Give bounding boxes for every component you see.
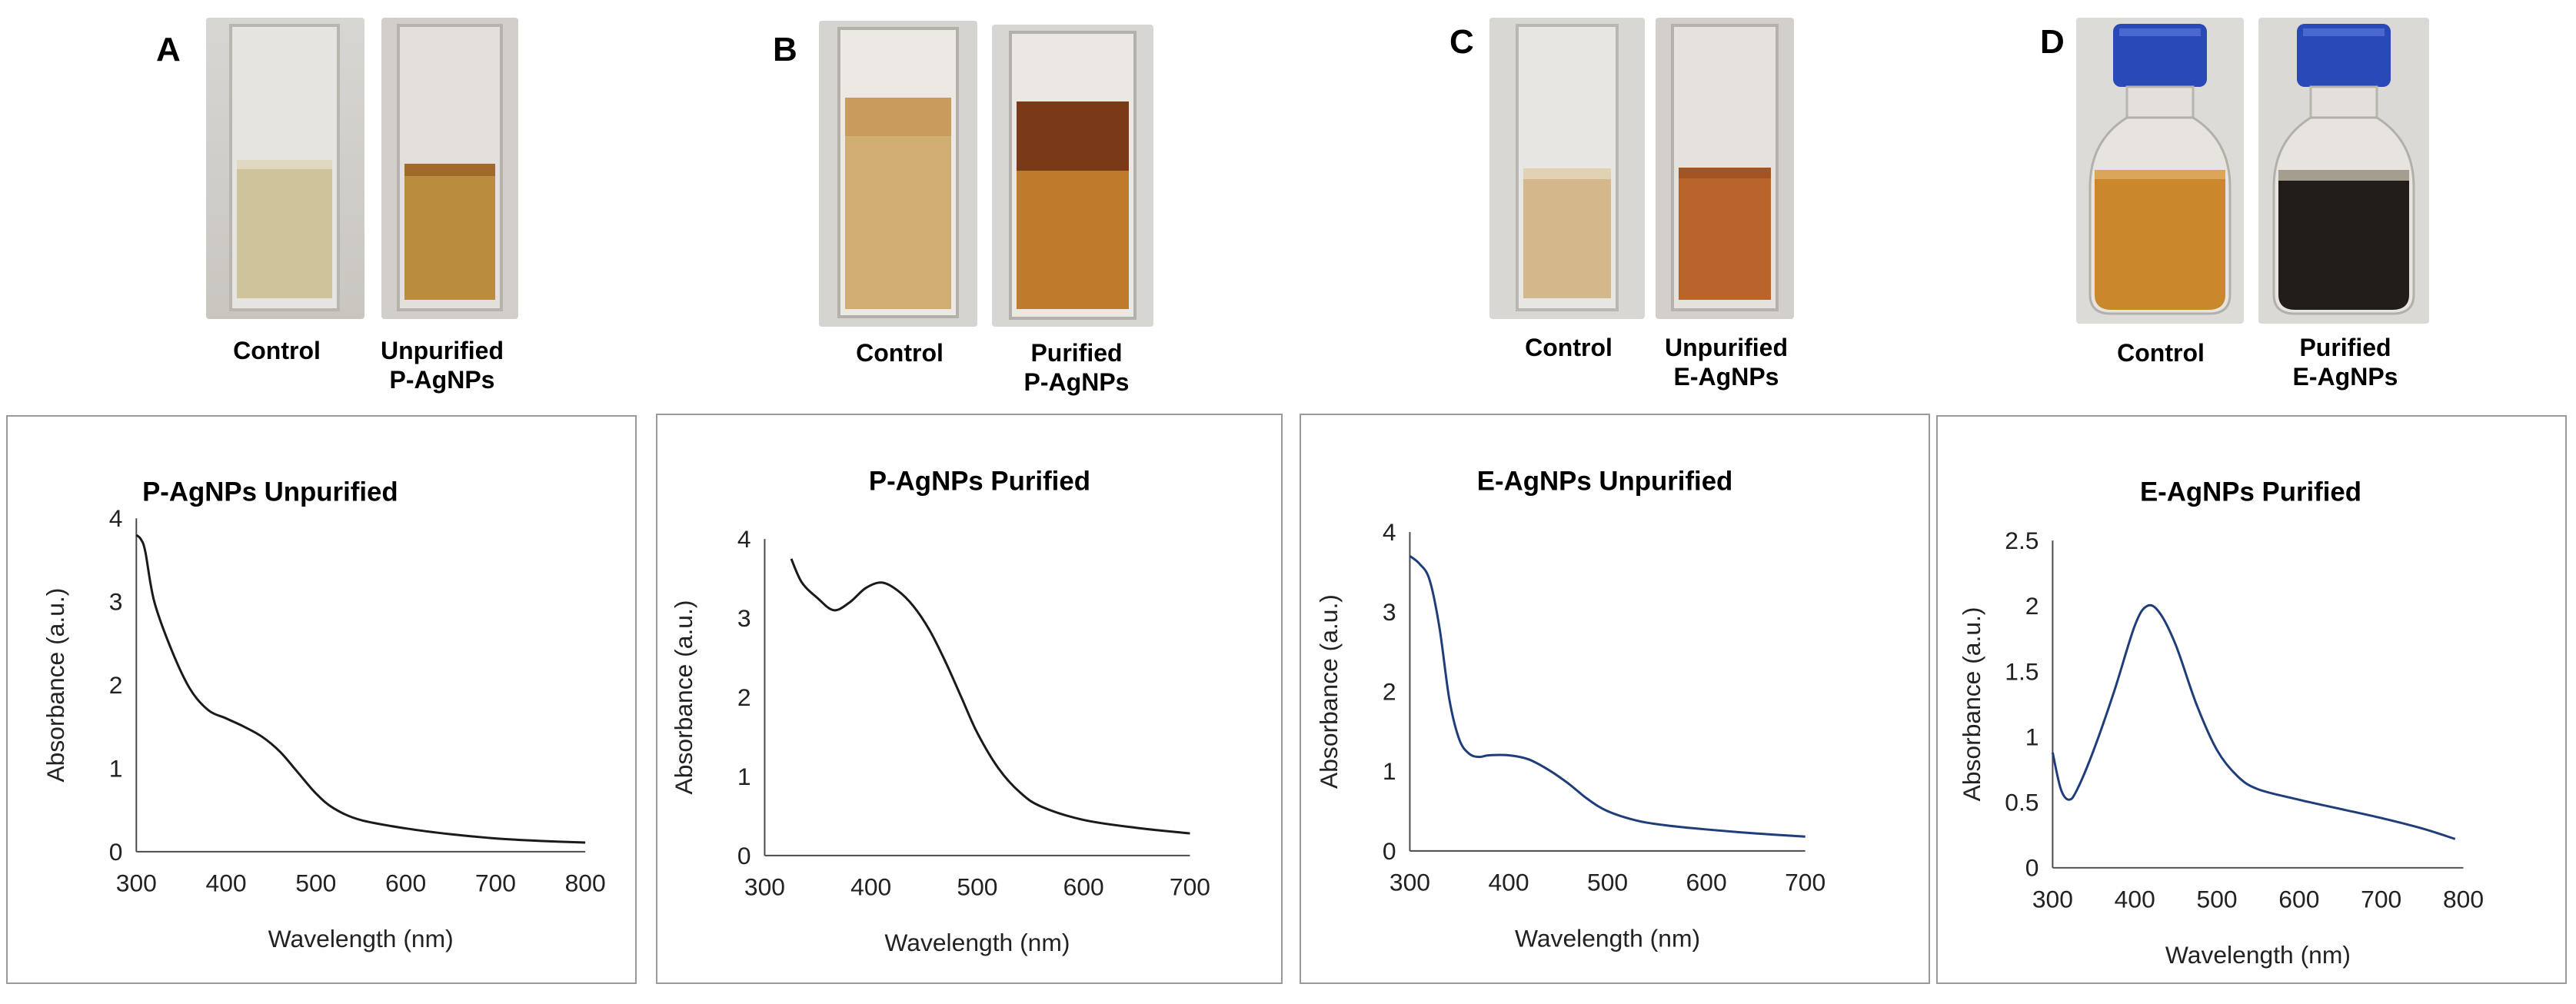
x-tick-label: 500 bbox=[957, 873, 997, 901]
x-tick-label: 600 bbox=[1063, 873, 1104, 901]
chart-svg-a: P-AgNPs Unpurified 0 1 2 3 4 300 400 500 600 700 80… bbox=[42, 477, 606, 952]
y-tick-label: 1.5 bbox=[2005, 657, 2039, 685]
caption-a-control: Control bbox=[192, 336, 361, 365]
chart-panel-a: P-AgNPs Unpurified 0 1 2 3 4 300 400 500 600 700 80… bbox=[6, 415, 637, 984]
x-tick-label: 500 bbox=[295, 869, 336, 897]
y-tick-label: 1 bbox=[737, 763, 751, 790]
series-line bbox=[2051, 603, 2456, 840]
caption-line: E-AgNPs bbox=[2292, 363, 2398, 391]
chart-title: P-AgNPs Purified bbox=[869, 466, 1090, 496]
x-tick-label: 300 bbox=[2032, 886, 2073, 913]
chart-title: P-AgNPs Unpurified bbox=[142, 477, 398, 507]
x-tick-label: 700 bbox=[2361, 886, 2401, 913]
panel-letter-a: A bbox=[156, 31, 181, 68]
photo-bottle-d-control bbox=[2076, 18, 2244, 324]
x-tick-label: 400 bbox=[1488, 869, 1529, 896]
x-tick-label: 700 bbox=[1785, 869, 1825, 896]
chart-svg-d: E-AgNPs Purified 0 0.5 1 1.5 2 2.5 300 400 500 600… bbox=[1958, 477, 2484, 969]
y-tick-label: 2 bbox=[2025, 592, 2039, 620]
y-tick-label: 1 bbox=[1383, 757, 1396, 785]
x-tick-label: 400 bbox=[850, 873, 891, 901]
x-tick-label: 600 bbox=[385, 869, 426, 897]
chart-panel-b: P-AgNPs Purified 0 1 2 3 4 300 400 500 600 700 Wave… bbox=[656, 414, 1283, 984]
caption-line: Purified bbox=[2299, 334, 2391, 361]
caption-line: Control bbox=[2117, 339, 2205, 367]
y-tick-label: 3 bbox=[1383, 598, 1396, 626]
photo-cuvette-a-unpurified bbox=[381, 18, 518, 319]
caption-line: P-AgNPs bbox=[389, 366, 495, 394]
y-tick-label: 4 bbox=[737, 525, 751, 553]
caption-line: Unpurified bbox=[1665, 334, 1788, 361]
x-tick-label: 800 bbox=[2443, 886, 2484, 913]
y-tick-label: 1 bbox=[109, 754, 123, 782]
x-tick-label: 300 bbox=[1390, 869, 1430, 896]
x-tick-label: 600 bbox=[2278, 886, 2319, 913]
x-tick-label: 700 bbox=[1170, 873, 1210, 901]
x-tick-label: 700 bbox=[475, 869, 516, 897]
series-line bbox=[135, 534, 586, 844]
chart-title: E-AgNPs Unpurified bbox=[1477, 466, 1733, 496]
photo-cuvette-b-control bbox=[819, 21, 977, 327]
caption-b-control: Control bbox=[815, 338, 984, 367]
caption-line: Control bbox=[233, 337, 321, 364]
caption-line: P-AgNPs bbox=[1023, 368, 1130, 396]
y-axis-label: Absorbance (a.u.) bbox=[670, 600, 697, 795]
y-tick-label: 4 bbox=[1383, 518, 1396, 546]
y-axis-label: Absorbance (a.u.) bbox=[42, 588, 69, 783]
panel-letter-d: D bbox=[2040, 23, 2065, 61]
photo-cuvette-a-control bbox=[206, 18, 364, 319]
x-tick-label: 800 bbox=[565, 869, 606, 897]
chart-svg-b: P-AgNPs Purified 0 1 2 3 4 300 400 500 600 700 Wave… bbox=[670, 466, 1210, 956]
x-tick-label: 300 bbox=[116, 869, 157, 897]
caption-b-purified: Purified P-AgNPs bbox=[984, 338, 1169, 397]
x-tick-label: 500 bbox=[2197, 886, 2238, 913]
chart-panel-d: E-AgNPs Purified 0 0.5 1 1.5 2 2.5 300 400 500 600… bbox=[1936, 415, 2567, 984]
caption-c-control: Control bbox=[1484, 333, 1653, 362]
photo-bottle-d-purified bbox=[2258, 18, 2429, 324]
x-tick-label: 400 bbox=[206, 869, 247, 897]
y-tick-label: 3 bbox=[109, 588, 123, 616]
y-tick-label: 4 bbox=[109, 504, 123, 532]
x-tick-label: 500 bbox=[1587, 869, 1628, 896]
y-tick-label: 2 bbox=[1383, 677, 1396, 705]
series-line bbox=[790, 558, 1190, 835]
caption-line: Purified bbox=[1030, 339, 1123, 367]
y-tick-label: 3 bbox=[737, 604, 751, 632]
y-tick-label: 2 bbox=[737, 683, 751, 711]
y-tick-label: 0 bbox=[737, 842, 751, 869]
x-tick-label: 300 bbox=[744, 873, 785, 901]
caption-c-unpurified: Unpurified E-AgNPs bbox=[1634, 333, 1819, 391]
chart-title: E-AgNPs Purified bbox=[2140, 477, 2361, 507]
series-line bbox=[1409, 555, 1806, 838]
y-axis-label: Absorbance (a.u.) bbox=[1958, 607, 1985, 802]
chart-panel-c: E-AgNPs Unpurified 0 1 2 3 4 300 400 500 600 700 Wa… bbox=[1300, 414, 1930, 984]
x-axis-label: Wavelength (nm) bbox=[1515, 924, 1700, 952]
caption-line: Unpurified bbox=[381, 337, 504, 364]
caption-d-purified: Purified E-AgNPs bbox=[2253, 333, 2438, 391]
y-tick-label: 0 bbox=[1383, 837, 1396, 865]
y-tick-label: 0.5 bbox=[2005, 789, 2039, 816]
y-tick-label: 1 bbox=[2025, 723, 2039, 750]
chart-svg-c: E-AgNPs Unpurified 0 1 2 3 4 300 400 500 600 700 Wa… bbox=[1315, 466, 1825, 952]
y-tick-label: 2 bbox=[109, 671, 123, 699]
caption-line: Control bbox=[1525, 334, 1612, 361]
y-tick-label: 2.5 bbox=[2005, 527, 2039, 554]
x-axis-label: Wavelength (nm) bbox=[2165, 941, 2351, 969]
caption-line: Control bbox=[856, 339, 944, 367]
x-tick-label: 400 bbox=[2115, 886, 2155, 913]
photo-cuvette-c-control bbox=[1489, 18, 1645, 319]
x-axis-label: Wavelength (nm) bbox=[884, 929, 1070, 956]
photo-cuvette-b-purified bbox=[992, 25, 1153, 327]
y-axis-label: Absorbance (a.u.) bbox=[1315, 594, 1343, 789]
caption-d-control: Control bbox=[2076, 338, 2245, 367]
x-tick-label: 600 bbox=[1686, 869, 1727, 896]
caption-a-unpurified: Unpurified P-AgNPs bbox=[350, 336, 534, 394]
photo-cuvette-c-unpurified bbox=[1656, 18, 1794, 319]
caption-line: E-AgNPs bbox=[1673, 363, 1779, 391]
y-tick-label: 0 bbox=[109, 838, 123, 866]
x-axis-label: Wavelength (nm) bbox=[268, 925, 454, 952]
panel-letter-b: B bbox=[773, 31, 797, 68]
y-tick-label: 0 bbox=[2025, 854, 2039, 882]
panel-letter-c: C bbox=[1449, 23, 1474, 61]
